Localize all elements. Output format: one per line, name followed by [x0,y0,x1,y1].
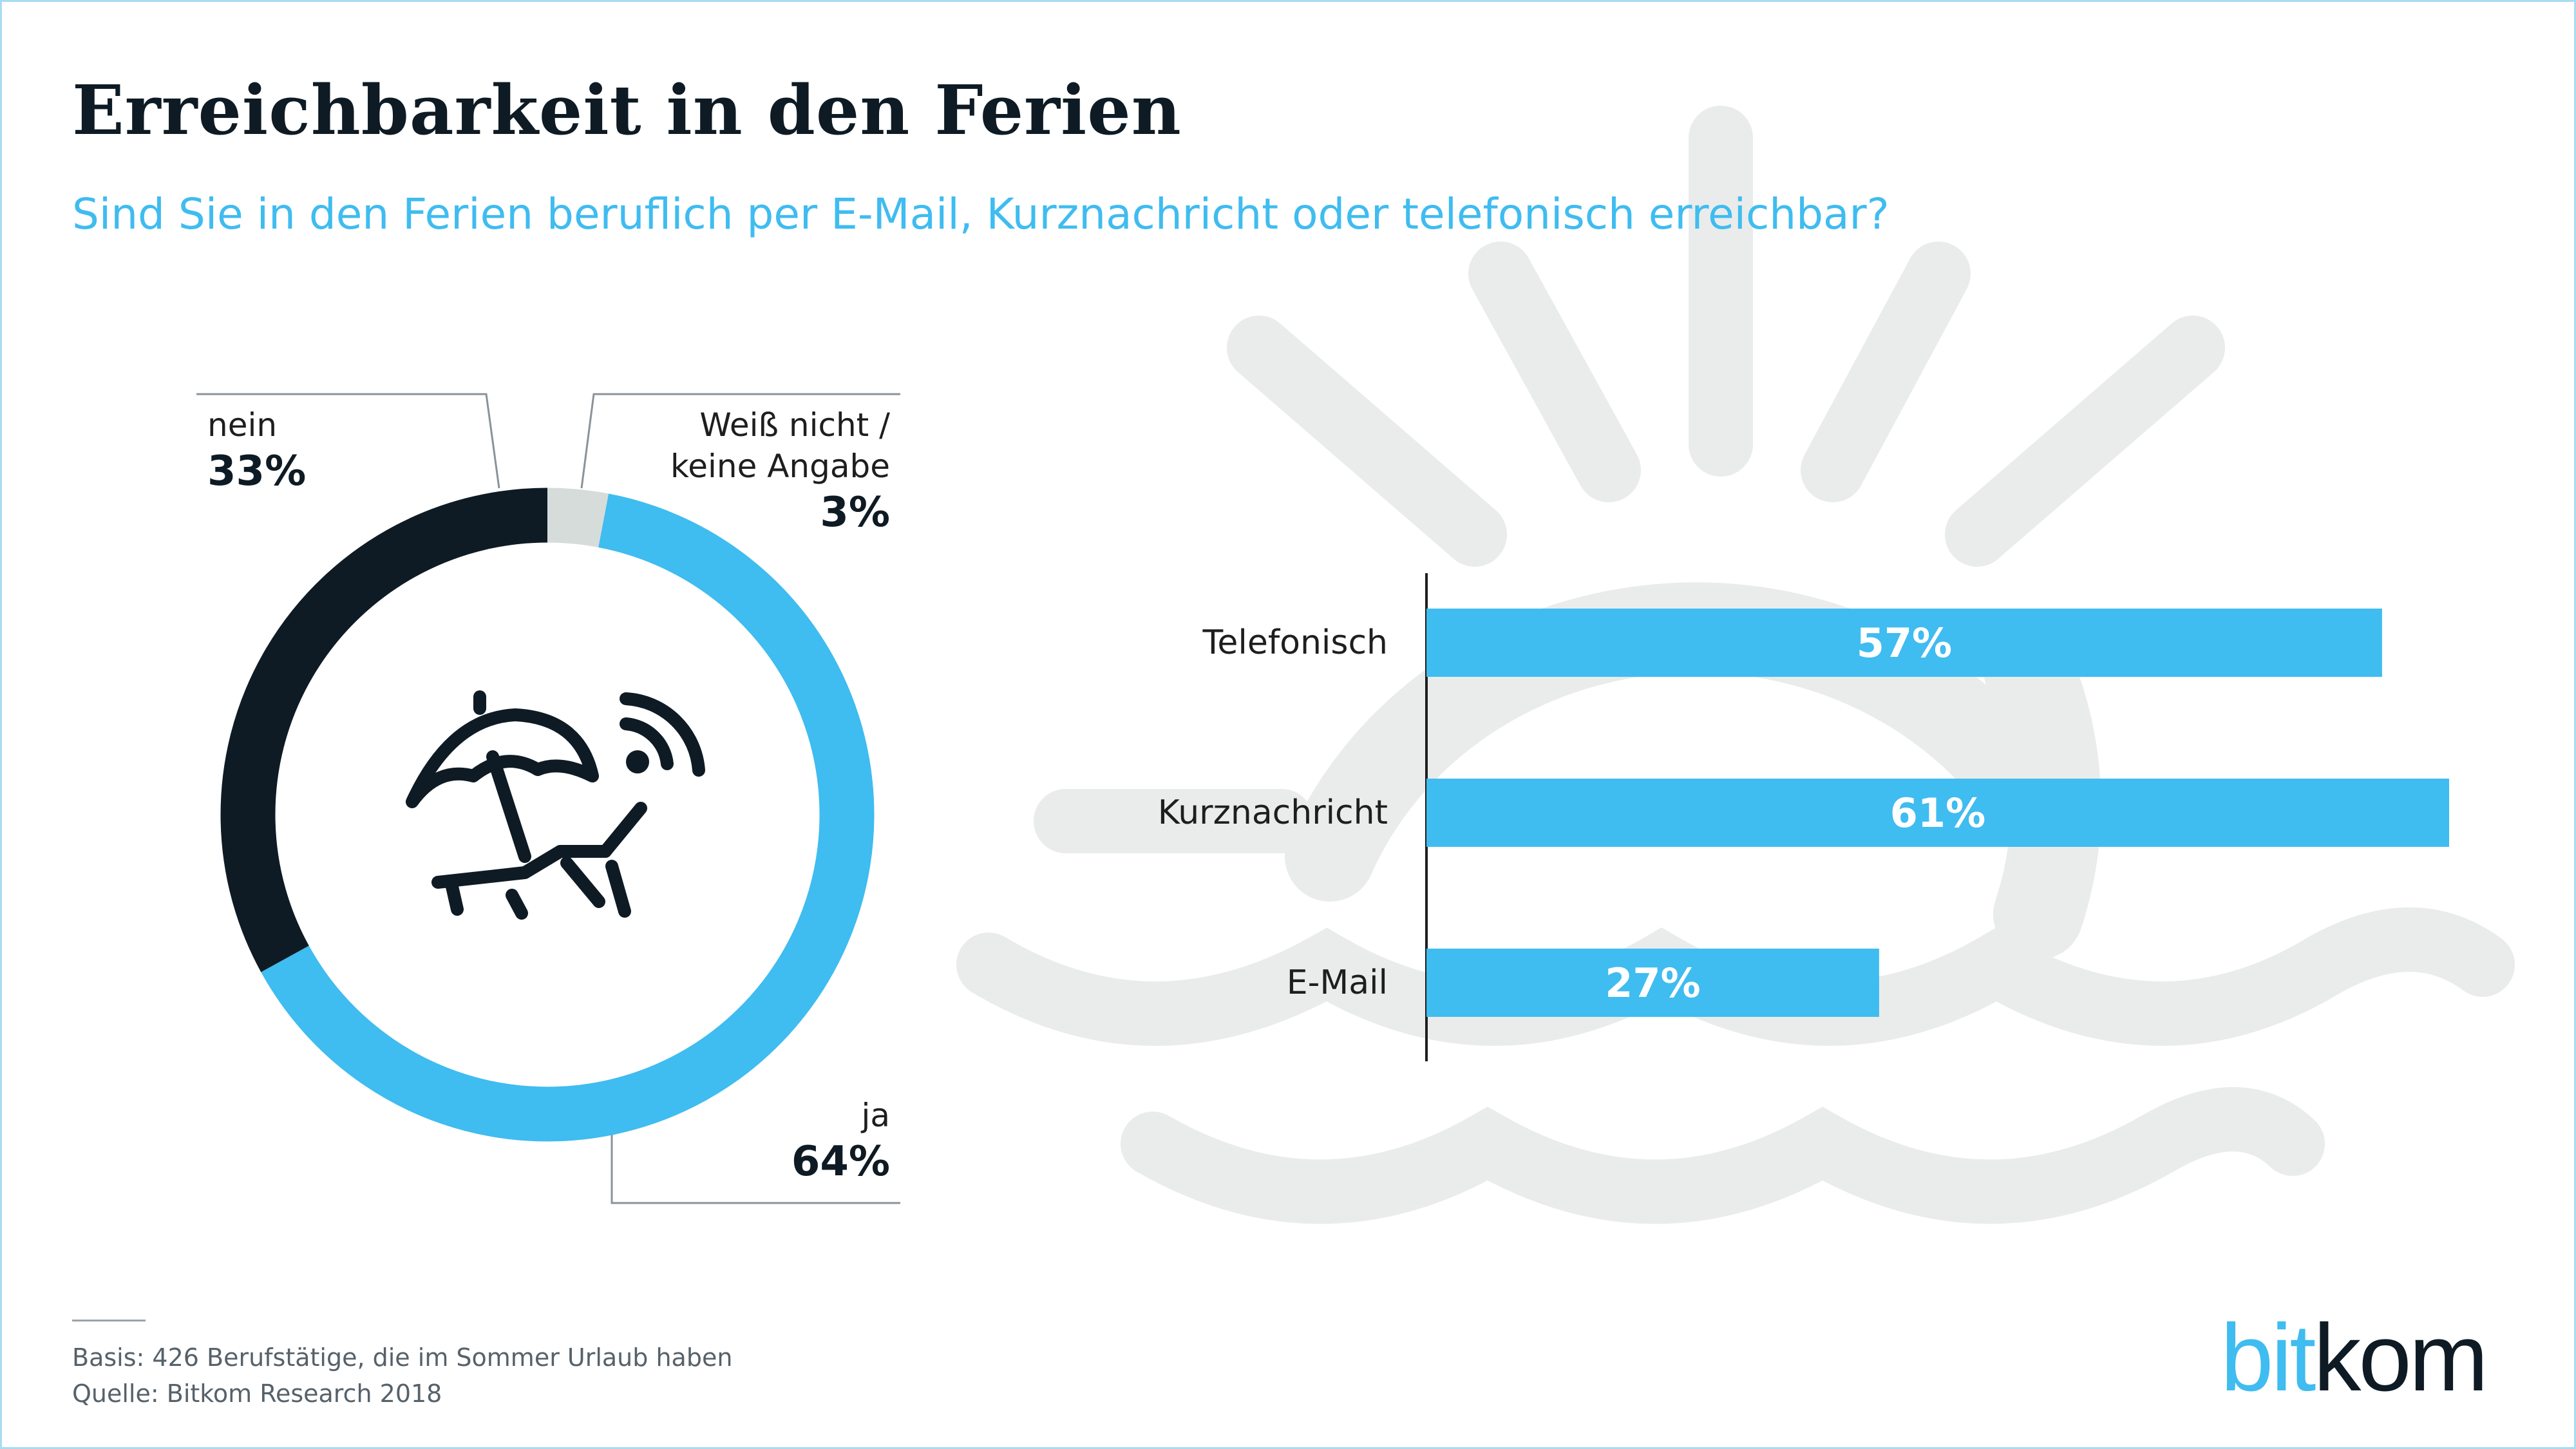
bar-category-kurznachricht: Kurznachricht [1157,793,1388,832]
leader-line-weiss-nicht [580,393,900,489]
bitkom-logo: bitkom [2221,1303,2488,1413]
chart-title: Erreichbarkeit in den Ferien [72,70,1182,150]
bar-value-label-kurznachricht: 61% [1890,790,1985,837]
bar-value-label-email: 27% [1605,960,1700,1007]
slice-weiss-nicht [547,488,609,548]
slice-value-nein: 33% [207,448,307,495]
beach-chair-umbrella-wifi-icon [406,690,705,920]
bar-category-telefonisch: Telefonisch [1202,623,1388,662]
slice-nein [220,488,548,972]
chart-subtitle: Sind Sie in den Ferien beruflich per E-M… [72,189,1889,239]
leader-line-ja [611,1135,900,1204]
slice-value-weiss-nicht: 3% [820,489,890,536]
bar-telefonisch [1426,609,2382,677]
slice-name-ja: ja [861,1097,890,1134]
leader-line-nein [196,393,500,489]
slice-label-weiss-nicht: Weiß nicht / keine Angabe 3% [644,404,890,538]
slice-label-ja: ja 64% [708,1095,890,1188]
bar-email [1426,949,1879,1017]
footer: Basis: 426 Berufstätige, die im Sommer U… [72,1340,732,1412]
slice-name-weiss-nicht-2: keine Angabe [670,448,890,485]
footer-basis: Basis: 426 Berufstätige, die im Sommer U… [72,1343,733,1372]
footer-source: Quelle: Bitkom Research 2018 [72,1379,442,1408]
slice-ja [261,493,875,1142]
slice-label-nein: nein 33% [207,404,306,497]
logo-kom: kom [2313,1305,2488,1411]
slice-name-weiss-nicht-1: Weiß nicht / [699,406,890,444]
slice-name-nein: nein [207,406,278,444]
slice-value-ja: 64% [791,1138,890,1186]
logo-bit: bit [2221,1305,2316,1411]
bar-kurznachricht [1426,779,2449,847]
bar-category-email: E-Mail [1286,963,1388,1002]
bar-value-label-telefonisch: 57% [1857,620,1952,667]
footer-rule [72,1320,146,1321]
